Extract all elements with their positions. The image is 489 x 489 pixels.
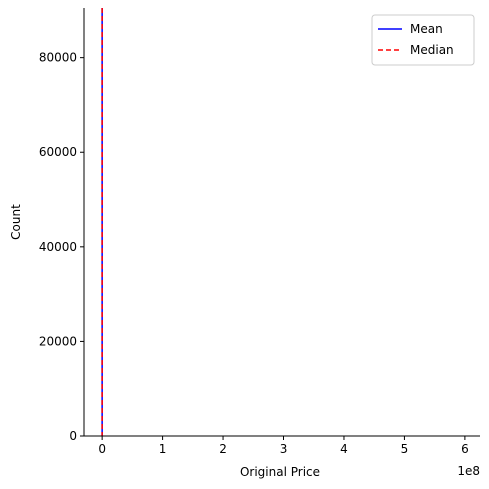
y-tick-label: 0 xyxy=(69,429,77,443)
x-tick-label: 0 xyxy=(98,442,106,456)
legend: Mean Median xyxy=(371,14,475,66)
y-tick-label: 60000 xyxy=(39,145,77,159)
legend-median-label: Median xyxy=(410,43,454,57)
x-axis-label: Original Price xyxy=(240,465,320,479)
x-tick-label: 2 xyxy=(219,442,227,456)
x-offset-label: 1e8 xyxy=(457,464,480,478)
x-tick-label: 6 xyxy=(461,442,469,456)
y-tick-label: 40000 xyxy=(39,240,77,254)
y-axis-label: Count xyxy=(9,204,23,240)
legend-box xyxy=(371,14,475,66)
x-tick-label: 5 xyxy=(401,442,409,456)
y-tick-group: 0 20000 40000 60000 80000 xyxy=(39,51,84,443)
y-tick-label: 80000 xyxy=(39,51,77,65)
x-tick-label: 1 xyxy=(159,442,167,456)
x-tick-label: 4 xyxy=(340,442,348,456)
x-tick-group: 0 1 2 3 4 5 6 xyxy=(98,436,469,456)
y-tick-label: 20000 xyxy=(39,334,77,348)
x-tick-label: 3 xyxy=(280,442,288,456)
legend-mean-label: Mean xyxy=(410,22,443,36)
